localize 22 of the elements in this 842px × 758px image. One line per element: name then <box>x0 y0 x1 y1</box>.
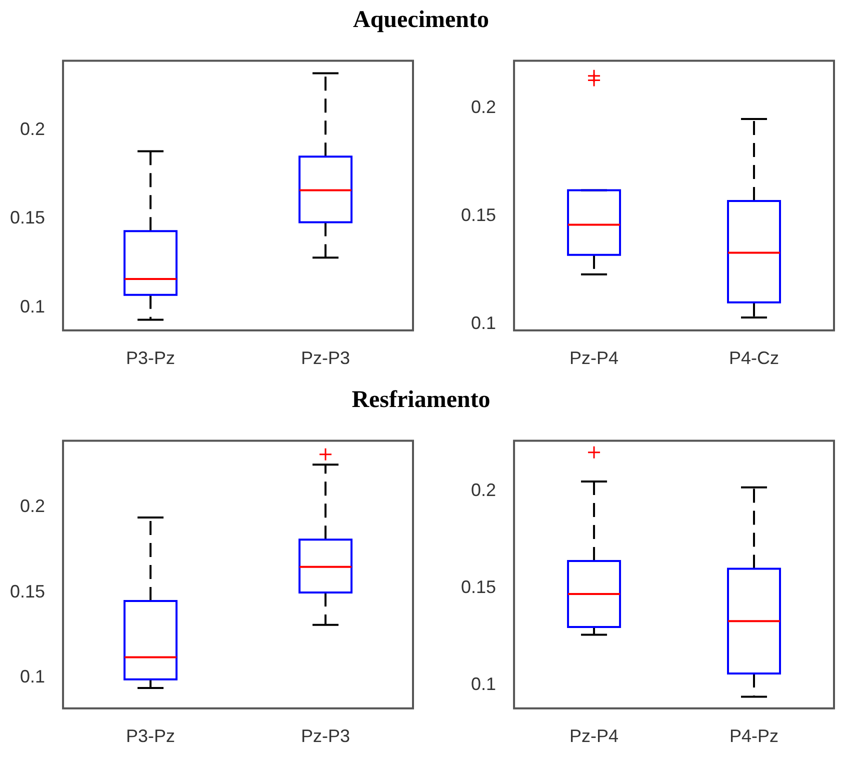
y-tick-label: 0.1 <box>20 296 46 316</box>
y-tick-label: 0.2 <box>20 496 46 516</box>
y-tick-label: 0.1 <box>471 674 496 694</box>
y-tick-label: 0.15 <box>460 205 496 226</box>
x-tick-label: P4-Cz <box>729 348 780 368</box>
x-tick-label: P3-Pz <box>126 348 176 368</box>
chart-title: Resfriamento <box>350 386 492 415</box>
x-tick-label: Pz-P4 <box>570 726 619 746</box>
x-tick-label: Pz-P4 <box>570 348 619 368</box>
x-tick-label: P4-Pz <box>729 726 779 746</box>
y-tick-label: 0.2 <box>471 97 496 118</box>
y-tick-label: 0.15 <box>10 581 46 602</box>
x-tick-label: Pz-P3 <box>300 348 350 368</box>
y-tick-label: 0.15 <box>460 577 496 598</box>
chart-title: Aquecimento <box>352 6 490 35</box>
y-tick-label: 0.1 <box>471 312 496 333</box>
x-tick-label: Pz-P3 <box>300 726 350 746</box>
y-tick-label: 0.2 <box>471 480 496 500</box>
y-tick-label: 0.15 <box>10 208 46 228</box>
x-tick-label: P3-Pz <box>126 726 176 746</box>
y-tick-label: 0.2 <box>20 118 46 139</box>
y-tick-label: 0.1 <box>20 666 46 687</box>
